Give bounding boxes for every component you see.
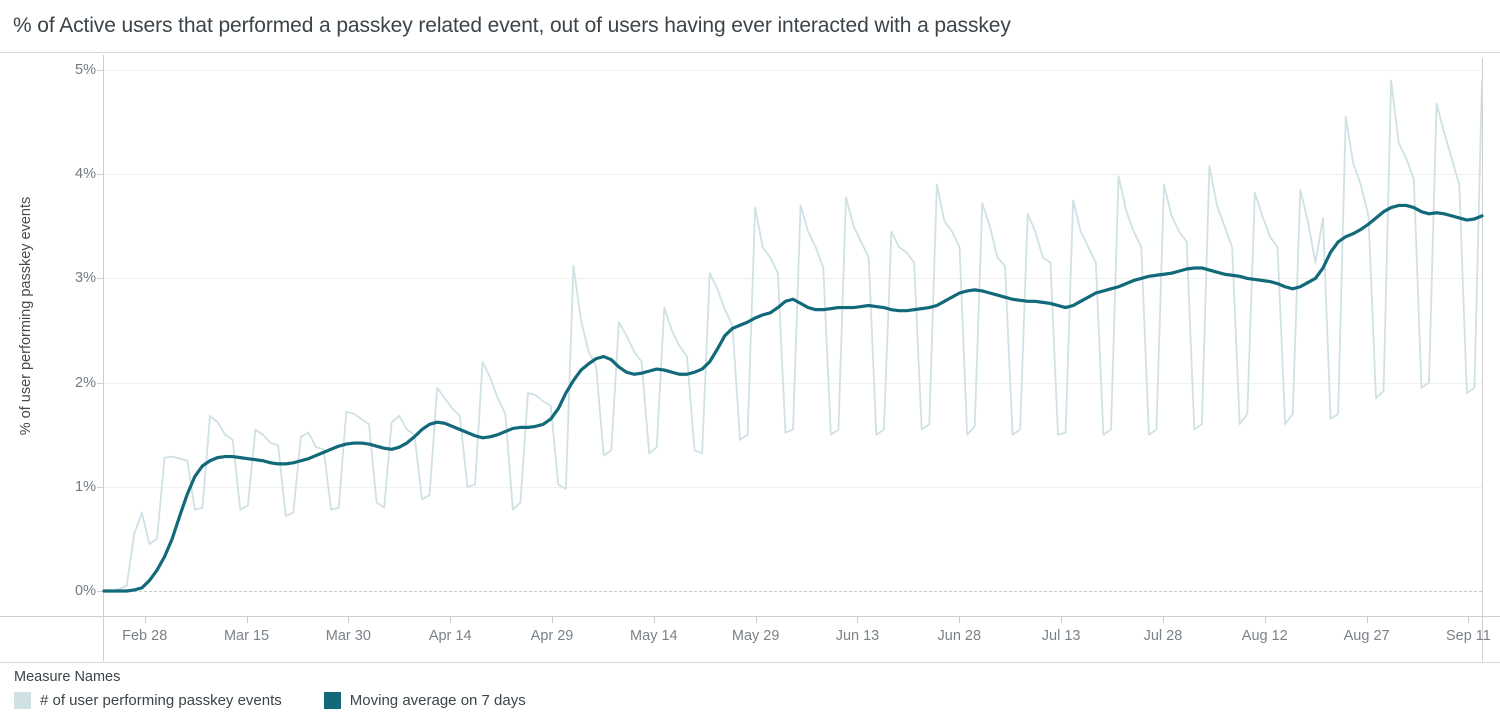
zero-baseline	[104, 591, 1482, 592]
series-lines	[102, 79, 1484, 593]
gridline	[104, 382, 1482, 384]
x-tick-mark	[144, 617, 146, 623]
y-axis-ticks: 0% 1% 2% 3% 4% 5%	[0, 53, 103, 658]
series-line	[102, 203, 1484, 593]
x-tick-mark	[959, 617, 961, 623]
y-tick-label: 3%	[75, 270, 96, 287]
gridline	[104, 174, 1482, 176]
y-tick-label: 5%	[75, 62, 96, 78]
x-tick-label: Jul 28	[1143, 628, 1183, 644]
gridline	[104, 278, 1482, 280]
gridline	[104, 70, 1482, 71]
y-tick-label: 1%	[75, 478, 96, 495]
x-tick-label: Jun 28	[937, 628, 982, 644]
title-bar: % of Active users that performed a passk…	[0, 0, 1500, 53]
x-tick-label: May 14	[630, 628, 678, 644]
x-tick-mark	[552, 617, 554, 623]
x-tick-label: Mar 15	[223, 628, 270, 644]
x-tick-mark	[857, 617, 859, 623]
x-tick-mark	[1468, 617, 1470, 623]
page-title: % of Active users that performed a passk…	[13, 14, 1011, 37]
x-tick-label: Aug 27	[1343, 628, 1390, 644]
x-tick-label: Sep 11	[1445, 628, 1491, 644]
x-tick-mark	[246, 617, 248, 623]
chart-area: 0% 1% 2% 3% 4% 5% % of user performing passke…	[0, 53, 1500, 661]
legend-label: # of user performing passkey events	[40, 692, 282, 709]
x-tick-label: Jul 13	[1041, 628, 1081, 644]
legend-label: Moving average on 7 days	[349, 692, 526, 709]
y-tick-mark	[97, 591, 103, 592]
y-tick-mark	[97, 278, 103, 280]
legend-item-moving-average[interactable]: Moving average on 7 days	[323, 692, 526, 709]
legend-title: Measure Names	[14, 669, 121, 685]
legend: Measure Names # of user performing passk…	[0, 662, 1500, 721]
x-tick-mark	[755, 617, 757, 623]
legend-item-raw[interactable]: # of user performing passkey events	[14, 692, 282, 709]
x-tick-label: Jun 13	[835, 628, 880, 644]
x-tick-label: Feb 28	[122, 628, 168, 644]
y-tick-mark	[97, 174, 103, 176]
x-tick-label: Apr 29	[530, 628, 574, 644]
x-tick-label: Apr 14	[428, 628, 472, 644]
plot-frame	[103, 58, 1483, 661]
y-tick-mark	[97, 486, 103, 488]
x-tick-mark	[1061, 617, 1063, 623]
x-tick-mark	[1366, 617, 1368, 623]
x-tick-label: May 29	[731, 628, 780, 644]
legend-swatch-icon	[323, 692, 341, 709]
legend-swatch-icon	[14, 692, 31, 709]
gridline	[104, 486, 1482, 488]
y-tick-label: 2%	[75, 374, 96, 391]
y-tick-mark	[97, 382, 103, 384]
x-tick-mark	[1162, 617, 1164, 623]
series-line	[103, 79, 1483, 592]
x-tick-mark	[450, 617, 452, 623]
x-tick-mark	[653, 617, 655, 623]
x-tick-label: Aug 12	[1241, 628, 1288, 644]
y-tick-mark	[97, 70, 103, 71]
x-tick-mark	[348, 617, 350, 623]
x-tick-mark	[1264, 617, 1266, 623]
y-tick-label: 0%	[75, 583, 96, 599]
x-axis-line	[0, 616, 1500, 617]
legend-items: # of user performing passkey events Movin…	[14, 692, 1500, 709]
x-tick-label: Mar 30	[325, 628, 371, 644]
y-tick-label: 4%	[75, 166, 96, 183]
